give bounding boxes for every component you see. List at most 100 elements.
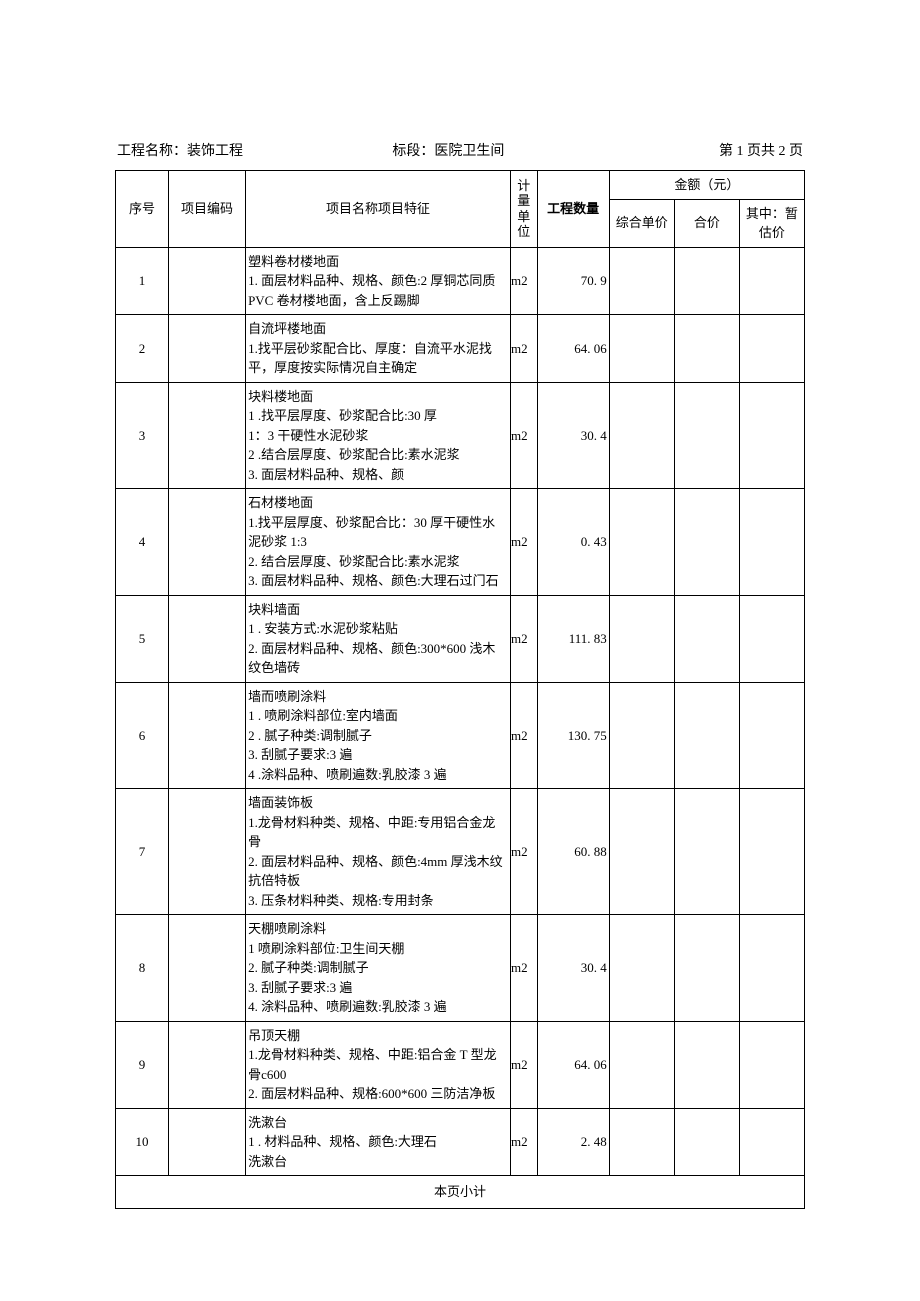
section-field: 标段：医院卫生间 xyxy=(322,140,597,160)
table-row: 7 墙面装饰板 1.龙骨材料种类、规格、中距:专用铝合金龙骨 2. 面层材料品种、… xyxy=(116,789,805,915)
cell-code xyxy=(168,382,245,489)
table-header: 序号 项目编码 项目名称项目特征 计量单位 工程数量 金额（元） 综合单价 合价… xyxy=(116,171,805,248)
cell-price xyxy=(609,382,674,489)
cell-seq: 2 xyxy=(116,315,169,383)
cell-qty: 30. 4 xyxy=(537,915,609,1022)
cell-prov xyxy=(739,789,804,915)
cell-qty: 130. 75 xyxy=(537,682,609,789)
cell-prov xyxy=(739,382,804,489)
col-prov-header: 其中：暂估价 xyxy=(739,199,804,247)
cell-prov xyxy=(739,1021,804,1108)
cell-desc: 塑料卷材楼地面 1. 面层材料品种、规格、颜色:2 厚铜芯同质 PVC 卷材楼地… xyxy=(246,247,511,315)
cell-qty: 2. 48 xyxy=(537,1108,609,1176)
col-amount-group-header: 金额（元） xyxy=(609,171,804,200)
cell-total xyxy=(674,915,739,1022)
cell-unit: m2 xyxy=(511,1021,537,1108)
col-code-header: 项目编码 xyxy=(168,171,245,248)
project-label: 工程名称： xyxy=(117,144,187,159)
cell-seq: 6 xyxy=(116,682,169,789)
cell-price xyxy=(609,315,674,383)
cell-total xyxy=(674,682,739,789)
cell-qty: 0. 43 xyxy=(537,489,609,596)
col-price-header: 综合单价 xyxy=(609,199,674,247)
cell-seq: 1 xyxy=(116,247,169,315)
document-header: 工程名称：装饰工程 标段：医院卫生间 第 1 页共 2 页 xyxy=(115,140,805,160)
cell-price xyxy=(609,682,674,789)
cell-prov xyxy=(739,1108,804,1176)
cell-seq: 7 xyxy=(116,789,169,915)
cell-code xyxy=(168,489,245,596)
cell-desc: 石材楼地面 1.找平层厚度、砂浆配合比：30 厚干硬性水泥砂浆 1:3 2. 结… xyxy=(246,489,511,596)
cell-unit: m2 xyxy=(511,682,537,789)
cell-price xyxy=(609,1021,674,1108)
cell-desc: 墙面装饰板 1.龙骨材料种类、规格、中距:专用铝合金龙骨 2. 面层材料品种、规… xyxy=(246,789,511,915)
cell-prov xyxy=(739,489,804,596)
cell-total xyxy=(674,789,739,915)
col-desc-header: 项目名称项目特征 xyxy=(246,171,511,248)
cell-total xyxy=(674,1021,739,1108)
cell-desc: 自流坪楼地面 1.找平层砂浆配合比、厚度：自流平水泥找平，厚度按实际情况自主确定 xyxy=(246,315,511,383)
cell-code xyxy=(168,315,245,383)
cell-total xyxy=(674,595,739,682)
table-row: 10 洗漱台 1 . 材料品种、规格、颜色:大理石 洗漱台m22. 48 xyxy=(116,1108,805,1176)
cell-code xyxy=(168,682,245,789)
cell-price xyxy=(609,915,674,1022)
cell-code xyxy=(168,595,245,682)
cell-price xyxy=(609,789,674,915)
cell-seq: 9 xyxy=(116,1021,169,1108)
cell-code xyxy=(168,247,245,315)
project-name-field: 工程名称：装饰工程 xyxy=(117,140,322,160)
cell-unit: m2 xyxy=(511,247,537,315)
cell-desc: 洗漱台 1 . 材料品种、规格、颜色:大理石 洗漱台 xyxy=(246,1108,511,1176)
cell-seq: 3 xyxy=(116,382,169,489)
cell-qty: 64. 06 xyxy=(537,1021,609,1108)
cell-desc: 块料墙面 1 . 安装方式:水泥砂浆粘贴 2. 面层材料品种、规格、颜色:300… xyxy=(246,595,511,682)
table-row: 6 墙而喷刷涂料 1 . 喷刷涂料部位:室内墙面 2 . 腻子种类:调制腻子 3.… xyxy=(116,682,805,789)
cell-total xyxy=(674,382,739,489)
cell-desc: 吊顶天棚 1.龙骨材料种类、规格、中距:铝合金 T 型龙骨c600 2. 面层材… xyxy=(246,1021,511,1108)
col-qty-header: 工程数量 xyxy=(537,171,609,248)
table-row: 5 块料墙面 1 . 安装方式:水泥砂浆粘贴 2. 面层材料品种、规格、颜色:30… xyxy=(116,595,805,682)
cell-unit: m2 xyxy=(511,1108,537,1176)
table-row: 3块料楼地面 1 .找平层厚度、砂浆配合比:30 厚 1：3 干硬性水泥砂浆 2… xyxy=(116,382,805,489)
section-label: 标段： xyxy=(392,144,434,159)
cell-qty: 64. 06 xyxy=(537,315,609,383)
cell-unit: m2 xyxy=(511,595,537,682)
cell-qty: 111. 83 xyxy=(537,595,609,682)
cell-seq: 4 xyxy=(116,489,169,596)
cell-qty: 70. 9 xyxy=(537,247,609,315)
cell-total xyxy=(674,315,739,383)
cell-seq: 10 xyxy=(116,1108,169,1176)
table-row: 4 石材楼地面 1.找平层厚度、砂浆配合比：30 厚干硬性水泥砂浆 1:3 2. … xyxy=(116,489,805,596)
cell-price xyxy=(609,595,674,682)
cell-seq: 5 xyxy=(116,595,169,682)
cell-code xyxy=(168,1108,245,1176)
cell-prov xyxy=(739,247,804,315)
project-name: 装饰工程 xyxy=(187,144,243,159)
cell-code xyxy=(168,915,245,1022)
subtotal-row: 本页小计 xyxy=(116,1176,805,1209)
subtotal-label: 本页小计 xyxy=(116,1176,805,1209)
cell-price xyxy=(609,247,674,315)
cell-desc: 天棚喷刷涂料 1 喷刷涂料部位:卫生间天棚 2. 腻子种类:调制腻子 3. 刮腻… xyxy=(246,915,511,1022)
table-row: 8天棚喷刷涂料 1 喷刷涂料部位:卫生间天棚 2. 腻子种类:调制腻子 3. 刮… xyxy=(116,915,805,1022)
cell-qty: 60. 88 xyxy=(537,789,609,915)
cell-qty: 30. 4 xyxy=(537,382,609,489)
cell-price xyxy=(609,489,674,596)
table-row: 9 吊顶天棚 1.龙骨材料种类、规格、中距:铝合金 T 型龙骨c600 2. 面层… xyxy=(116,1021,805,1108)
table-body: 1 塑料卷材楼地面 1. 面层材料品种、规格、颜色:2 厚铜芯同质 PVC 卷材楼… xyxy=(116,247,805,1176)
cell-price xyxy=(609,1108,674,1176)
cell-total xyxy=(674,489,739,596)
cell-unit: m2 xyxy=(511,382,537,489)
cell-code xyxy=(168,1021,245,1108)
col-seq-header: 序号 xyxy=(116,171,169,248)
cell-unit: m2 xyxy=(511,915,537,1022)
cell-prov xyxy=(739,682,804,789)
col-total-header: 合价 xyxy=(674,199,739,247)
col-unit-header: 计量单位 xyxy=(511,171,537,248)
cell-unit: m2 xyxy=(511,489,537,596)
cell-code xyxy=(168,789,245,915)
table-row: 2 自流坪楼地面 1.找平层砂浆配合比、厚度：自流平水泥找平，厚度按实际情况自主确… xyxy=(116,315,805,383)
cell-prov xyxy=(739,315,804,383)
cell-desc: 墙而喷刷涂料 1 . 喷刷涂料部位:室内墙面 2 . 腻子种类:调制腻子 3. … xyxy=(246,682,511,789)
